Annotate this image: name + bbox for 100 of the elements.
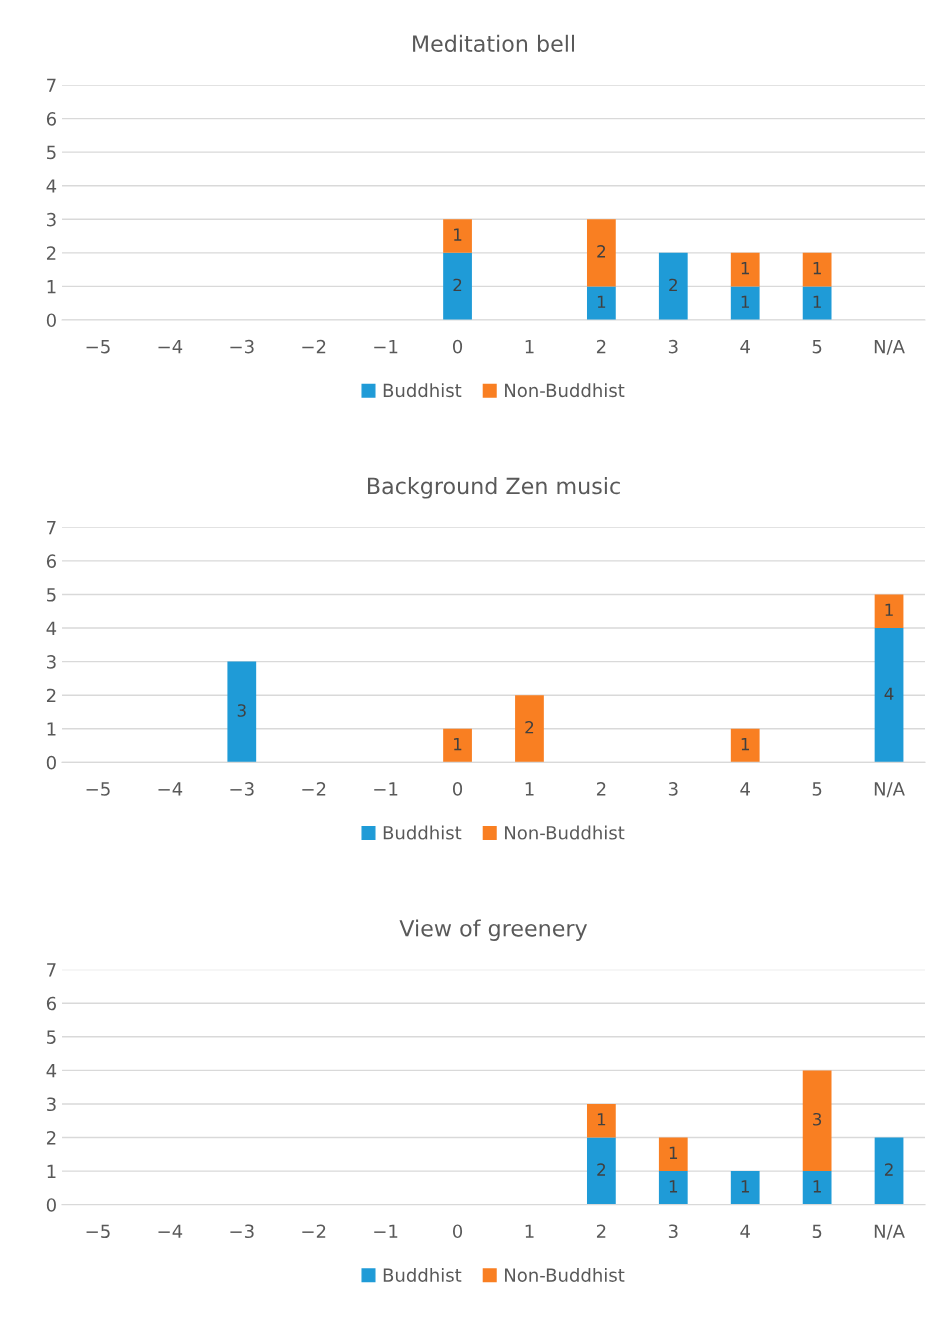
data-label: 3 [813, 1112, 822, 1126]
y-tick-label: 6 [46, 996, 56, 1011]
x-tick-label: 5 [812, 782, 822, 796]
x-tick-label: −3 [230, 782, 254, 796]
bar [586, 1137, 616, 1205]
bar [730, 728, 760, 763]
y-tick-label: 1 [47, 722, 56, 736]
x-tick-label: −2 [302, 1224, 326, 1238]
x-tick-label: −5 [86, 1224, 110, 1239]
bar [874, 1137, 904, 1205]
bar [658, 1171, 688, 1205]
x-tick-label: 5 [812, 1224, 822, 1239]
data-label: 1 [741, 1180, 749, 1193]
y-tick-label: 0 [46, 313, 56, 328]
legend-label: Buddhist [383, 825, 462, 840]
y-tick-label: 6 [46, 112, 56, 126]
y-tick-label: 5 [47, 588, 56, 602]
x-tick-label: 0 [452, 339, 463, 354]
x-tick-label: −1 [374, 340, 398, 354]
x-tick-label: 3 [668, 782, 678, 796]
legend-label: Buddhist [383, 1267, 462, 1282]
y-tick-label: 7 [47, 963, 56, 977]
data-label: 2 [453, 278, 462, 292]
bar [586, 1103, 616, 1138]
y-tick-label: 2 [46, 1130, 56, 1145]
y-tick-label: 7 [47, 78, 56, 92]
bar [658, 1137, 688, 1172]
x-tick-label: 0 [452, 1224, 463, 1239]
data-label: 2 [597, 245, 606, 258]
x-tick-label: −1 [374, 1224, 398, 1238]
x-tick-label: 0 [452, 782, 463, 796]
y-tick-label: 6 [46, 554, 56, 569]
y-tick-label: 1 [47, 1164, 56, 1178]
x-tick-label: 2 [596, 1224, 606, 1238]
x-tick-label: 1 [525, 340, 534, 354]
data-label: 1 [813, 1180, 821, 1193]
x-tick-label: N/A [874, 340, 905, 355]
data-label: 3 [237, 704, 246, 717]
y-tick-label: 4 [46, 621, 57, 635]
x-tick-label: −4 [158, 340, 183, 354]
y-tick-label: 2 [46, 688, 56, 703]
data-label: 2 [525, 720, 534, 734]
x-tick-label: 4 [740, 782, 750, 796]
bar [443, 219, 472, 253]
data-label: 1 [454, 738, 462, 751]
legend-label: Non-Buddhist [505, 1267, 625, 1282]
data-label: 2 [669, 278, 677, 292]
data-label: 1 [813, 262, 821, 275]
data-label: 2 [884, 1163, 893, 1176]
x-tick-label: −5 [86, 782, 110, 796]
bar [802, 252, 832, 287]
y-tick-label: 3 [47, 1097, 56, 1112]
x-tick-label: 2 [596, 782, 606, 796]
x-tick-label: −1 [374, 782, 398, 796]
x-tick-label: −4 [158, 1224, 183, 1238]
x-tick-label: 3 [668, 339, 678, 354]
x-tick-label: N/A [874, 1224, 905, 1240]
x-tick-label: −2 [302, 339, 326, 354]
x-tick-label: −2 [302, 782, 326, 796]
bar [586, 219, 616, 287]
x-tick-label: 2 [596, 339, 606, 354]
y-tick-label: 0 [46, 1198, 56, 1212]
x-tick-label: −3 [230, 1224, 254, 1239]
bar [730, 286, 760, 320]
legend-label: Buddhist [383, 383, 462, 398]
x-tick-label: N/A [874, 782, 905, 798]
bar [730, 252, 760, 287]
legend-label: Non-Buddhist [505, 383, 625, 398]
data-label: 1 [597, 1113, 606, 1126]
chart-title: View of greenery [399, 919, 588, 941]
data-label: 1 [454, 228, 462, 241]
data-label: 1 [885, 603, 893, 616]
x-tick-label: 4 [740, 1224, 750, 1238]
data-label: 1 [597, 295, 606, 308]
bar [802, 286, 832, 320]
bar [227, 661, 257, 763]
data-label: 1 [741, 295, 749, 308]
y-tick-label: 7 [47, 521, 56, 535]
x-tick-label: −4 [158, 782, 183, 796]
bar [658, 252, 688, 320]
y-tick-label: 2 [46, 246, 56, 260]
chart-title: Background Zen music [368, 477, 620, 499]
y-tick-label: 4 [46, 179, 57, 193]
data-label: 1 [741, 738, 749, 751]
legend-label: Non-Buddhist [505, 825, 625, 840]
data-label: 4 [884, 687, 894, 700]
x-tick-label: 3 [668, 1224, 678, 1239]
bar [443, 252, 472, 320]
y-tick-label: 3 [47, 655, 56, 669]
bar [874, 628, 904, 763]
y-tick-label: 3 [47, 212, 56, 227]
data-label: 1 [741, 262, 749, 275]
bar [730, 1171, 760, 1205]
bar [874, 594, 904, 629]
y-tick-label: 4 [46, 1064, 57, 1078]
bar [586, 286, 616, 320]
x-tick-label: −3 [230, 339, 254, 354]
bar [443, 728, 472, 763]
y-tick-label: 0 [46, 755, 56, 770]
y-tick-label: 5 [47, 145, 56, 160]
